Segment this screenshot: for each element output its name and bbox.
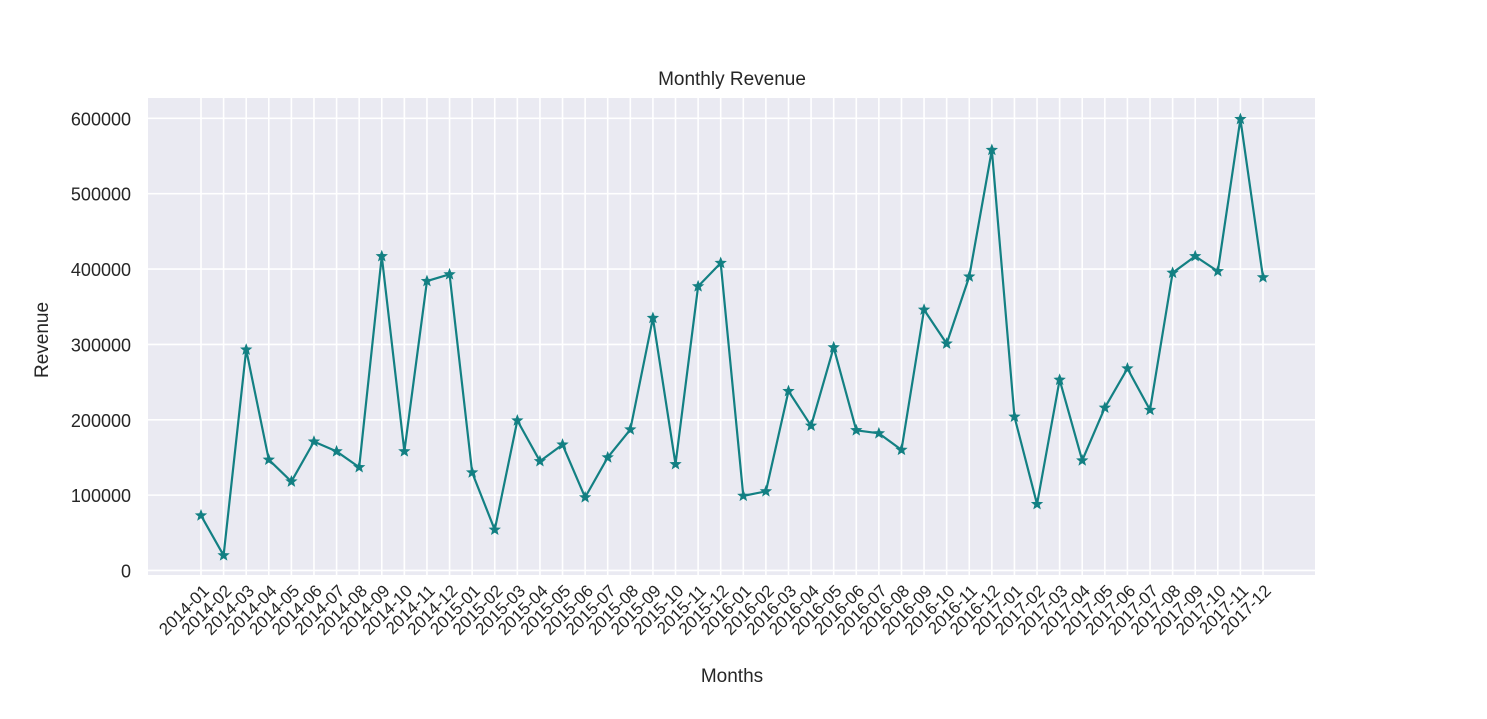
data-point-marker — [646, 311, 660, 324]
data-point-marker — [330, 444, 343, 457]
data-point-marker — [1030, 497, 1044, 510]
data-point-marker — [1256, 270, 1270, 283]
y-tick-label: 500000 — [71, 185, 131, 205]
data-point-marker — [669, 457, 682, 470]
data-point-marker — [1121, 362, 1134, 374]
data-point-marker — [488, 523, 501, 536]
data-point-marker — [624, 423, 637, 435]
data-point-marker — [940, 337, 953, 349]
data-point-marker — [240, 343, 253, 355]
y-tick-label: 300000 — [71, 335, 131, 355]
x-axis-ticks: 2014-012014-022014-032014-042014-052014-… — [155, 581, 1275, 639]
data-point-marker — [398, 444, 411, 457]
data-point-marker — [782, 384, 795, 397]
data-point-marker — [465, 466, 479, 478]
data-point-marker — [578, 490, 592, 503]
y-tick-label: 0 — [121, 561, 131, 581]
data-point-marker — [1098, 401, 1112, 413]
data-point-marker — [804, 419, 818, 432]
data-point-marker — [827, 340, 840, 353]
x-axis-label: Months — [701, 666, 763, 687]
data-point-marker — [759, 484, 773, 497]
y-tick-label: 200000 — [71, 411, 131, 431]
data-point-marker — [262, 453, 275, 465]
data-point-marker — [533, 454, 547, 467]
data-point-marker — [1008, 410, 1021, 423]
revenue-line — [200, 117, 1265, 557]
data-point-marker — [285, 475, 298, 487]
data-point-marker — [217, 548, 230, 561]
data-point-marker — [511, 414, 524, 426]
data-point-marker — [194, 508, 208, 521]
data-point-marker — [1189, 249, 1202, 262]
y-axis-ticks: 0 100000 200000 300000 400000 500000 600000 — [71, 109, 131, 581]
y-tick-label: 100000 — [71, 486, 131, 506]
y-tick-label: 400000 — [71, 260, 131, 280]
data-point-marker — [1166, 266, 1179, 279]
data-point-marker — [963, 270, 976, 282]
data-point-marker — [601, 450, 614, 463]
data-point-marker — [737, 489, 750, 502]
data-point-marker — [1143, 403, 1157, 416]
revenue-series — [194, 112, 1270, 561]
data-point-marker — [1234, 112, 1247, 125]
y-tick-label: 600000 — [71, 109, 131, 129]
data-point-marker — [1076, 453, 1089, 466]
data-point-marker — [691, 279, 705, 292]
data-point-marker — [307, 435, 321, 447]
data-point-marker — [895, 443, 908, 456]
data-point-marker — [420, 274, 434, 287]
data-point-marker — [1053, 373, 1066, 386]
data-point-marker — [1211, 264, 1224, 277]
grid — [148, 98, 1315, 575]
data-point-marker — [917, 303, 931, 316]
data-point-marker — [714, 256, 727, 269]
data-point-marker — [443, 267, 456, 280]
data-point-marker — [872, 426, 886, 439]
data-point-marker — [556, 438, 569, 450]
data-point-marker — [850, 423, 863, 436]
data-point-marker — [352, 460, 366, 473]
data-point-marker — [985, 143, 999, 156]
chart-title: Monthly Revenue — [658, 69, 806, 90]
data-point-marker — [375, 249, 388, 262]
plot-background — [148, 98, 1315, 575]
y-axis-label: Revenue — [32, 302, 53, 378]
